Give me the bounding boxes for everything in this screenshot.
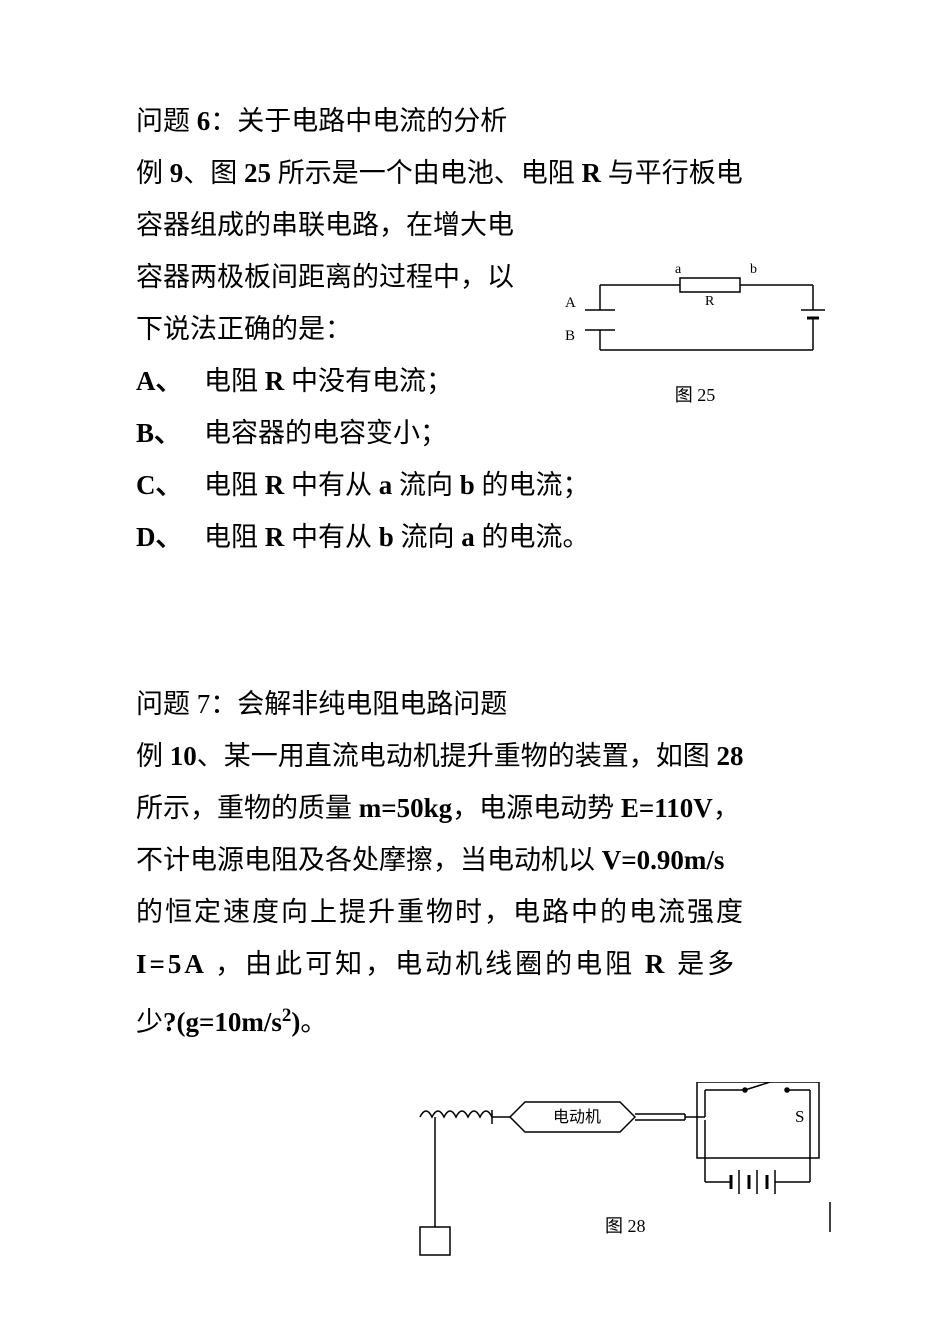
- text: 25: [237, 158, 278, 188]
- option-label: C、: [136, 459, 204, 511]
- q6-body-line1: 例 9、图 25 所示是一个由电池、电阻 R 与平行板电: [136, 147, 836, 199]
- option-label: D、: [136, 511, 204, 563]
- text: b: [372, 522, 401, 552]
- q7-line6: 少?(g=10m/s2)。: [136, 990, 833, 1048]
- text: ，电源电动势: [452, 793, 614, 823]
- text: 例: [136, 158, 163, 188]
- text: 2: [282, 1005, 291, 1026]
- figure-28-caption: 图 28: [605, 1212, 646, 1238]
- q7-line4: 的恒定速度向上提升重物时，电路中的电流强度: [136, 886, 833, 938]
- motor-label: 电动机: [553, 1108, 601, 1126]
- text: 流向: [401, 522, 455, 552]
- q7-line2: 所示，重物的质量 m=50kg，电源电动势 E=110V，: [136, 782, 833, 834]
- label-b: b: [750, 262, 757, 277]
- spacer: [136, 563, 833, 678]
- label-B: B: [565, 328, 575, 344]
- text: a: [372, 470, 399, 500]
- option-label: B、: [136, 407, 204, 459]
- text: 的电流；: [482, 470, 590, 500]
- text: 问题: [136, 106, 190, 136]
- text: R: [258, 470, 291, 500]
- text: 28: [710, 741, 744, 771]
- text: R: [635, 949, 677, 979]
- label-R: R: [705, 294, 715, 309]
- text: 6: [190, 106, 210, 136]
- text: 容器组成的串联电路，在增大电: [136, 210, 514, 240]
- document-page: 问题 6：关于电路中电流的分析 例 9、图 25 所示是一个由电池、电阻 R 与…: [0, 0, 945, 1335]
- text: ，由此可知，电动机线圈的电阻: [215, 949, 635, 979]
- text: 的恒定速度向上提升重物时，电路中的电流强度: [136, 897, 745, 927]
- text: 所示，重物的质量: [136, 793, 352, 823]
- text: 中有从: [291, 522, 372, 552]
- text: 电阻: [204, 366, 258, 396]
- text: 中有从: [291, 470, 372, 500]
- text: ?(g=10m/s: [163, 1007, 282, 1037]
- text: b: [453, 470, 482, 500]
- option-label: A、: [136, 355, 204, 407]
- q6-body-line4: 下说法正确的是：: [136, 303, 546, 355]
- text: 所示是一个由电池、电阻: [278, 158, 575, 188]
- text: 、图: [183, 158, 237, 188]
- text: ：关于电路中电流的分析: [210, 106, 507, 136]
- text: 下说法正确的是：: [136, 314, 352, 344]
- q7-line5: I=5A ，由此可知，电动机线圈的电阻 R 是多: [136, 938, 833, 990]
- text: ): [291, 1007, 300, 1037]
- text: 电阻: [204, 522, 258, 552]
- circuit-diagram-25: a b R A B: [555, 255, 835, 375]
- q7-heading: 问题 7：会解非纯电阻电路问题: [136, 678, 833, 730]
- text: 中没有电流；: [291, 366, 453, 396]
- text: R: [258, 522, 291, 552]
- text: 容器两极板间距离的过程中，以: [136, 262, 514, 292]
- text: m=50kg: [352, 793, 452, 823]
- q6-body-line2: 容器组成的串联电路，在增大电: [136, 199, 546, 251]
- switch-label: S: [795, 1107, 804, 1126]
- q7-line1: 例 10、某一用直流电动机提升重物的装置，如图 28: [136, 730, 833, 782]
- text: 流向: [399, 470, 453, 500]
- text: 例: [136, 741, 163, 771]
- q6-heading: 问题 6：关于电路中电流的分析: [136, 95, 836, 147]
- text: R: [575, 158, 608, 188]
- text: E=110V: [614, 793, 713, 823]
- text: 、某一用直流电动机提升重物的装置，如图: [197, 741, 710, 771]
- text: a: [455, 522, 482, 552]
- text: 电阻: [204, 470, 258, 500]
- text: 电容器的电容变小；: [204, 418, 447, 448]
- text: 10: [163, 741, 197, 771]
- text: I=5A: [136, 949, 215, 979]
- text: 的电流。: [482, 522, 590, 552]
- figure-28: 电动机 S 图 28: [405, 1082, 835, 1257]
- text: 9: [163, 158, 183, 188]
- text: V=0.90m/s: [595, 845, 724, 875]
- text: ，: [713, 793, 740, 823]
- figure-25: a b R A B 图 25: [555, 255, 835, 407]
- q7-line3: 不计电源电阻及各处摩擦，当电动机以 V=0.90m/s: [136, 834, 833, 886]
- text: 不计电源电阻及各处摩擦，当电动机以: [136, 845, 595, 875]
- text: R: [258, 366, 291, 396]
- question-7: 问题 7：会解非纯电阻电路问题 例 10、某一用直流电动机提升重物的装置，如图 …: [136, 678, 833, 1048]
- text: 是多: [677, 949, 737, 979]
- text: 。: [300, 1007, 327, 1037]
- label-A: A: [565, 295, 576, 311]
- figure-25-caption: 图 25: [555, 381, 835, 407]
- text: 少: [136, 1007, 163, 1037]
- q6-option-b: B、电容器的电容变小；: [136, 407, 836, 459]
- label-a: a: [675, 262, 682, 277]
- q6-option-c: C、电阻 R 中有从 a 流向 b 的电流；: [136, 459, 836, 511]
- text: 与平行板电: [608, 158, 743, 188]
- q6-option-d: D、电阻 R 中有从 b 流向 a 的电流。: [136, 511, 836, 563]
- q6-body-line3: 容器两极板间距离的过程中，以: [136, 251, 546, 303]
